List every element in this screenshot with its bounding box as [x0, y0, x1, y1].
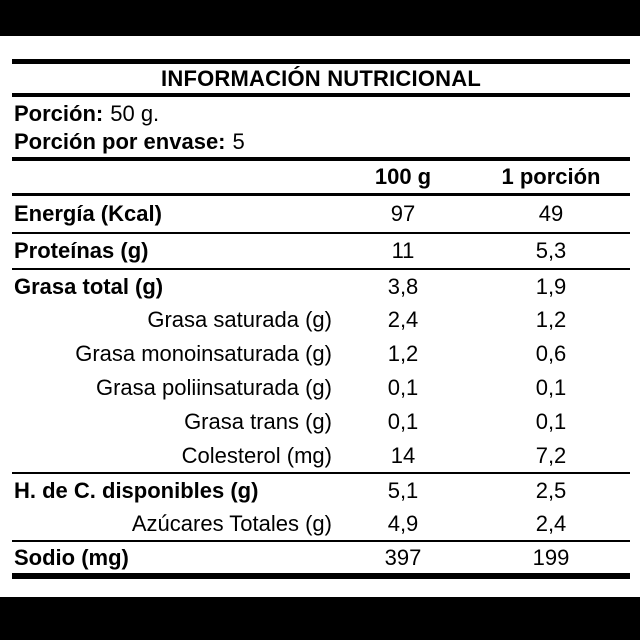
serving-divider-rule	[12, 157, 630, 161]
row-per100-value: 4,9	[387, 510, 419, 536]
letterbox-bottom-band	[0, 597, 640, 640]
letterbox-top-band	[0, 0, 640, 36]
row-portion-value: 1,2	[535, 307, 567, 332]
row-label: Colesterol (mg)	[181, 442, 332, 468]
bottom-border-rule	[12, 573, 630, 579]
row-label: Azúcares Totales (g)	[131, 510, 332, 536]
row-label: H. de C. disponibles (g)	[14, 477, 259, 503]
row-per100-value: 11	[391, 238, 415, 263]
row-per100-value: 0,1	[387, 375, 419, 400]
row-divider-rule	[12, 268, 630, 270]
table-row-carbohidratos: H. de C. disponibles (g) 5,1 2,5	[12, 474, 630, 507]
row-portion-value: 2,5	[535, 477, 567, 503]
row-portion-value: 1,9	[535, 273, 567, 299]
column-header-portion: 1 porción	[501, 164, 601, 189]
row-portion-value: 7,2	[535, 442, 567, 468]
table-row-proteinas: Proteínas (g) 11 5,3	[12, 234, 630, 268]
table-row-azucares-totales: Azúcares Totales (g) 4,9 2,4	[12, 507, 630, 540]
nutrition-facts-panel: INFORMACIÓN NUTRICIONAL Porción: 50 g. P…	[12, 36, 630, 579]
row-label: Grasa monoinsaturada (g)	[75, 341, 332, 366]
row-portion-value: 0,1	[535, 409, 567, 434]
row-label: Proteínas (g)	[14, 238, 149, 263]
row-label: Sodio (mg)	[14, 544, 129, 570]
table-row-grasa-trans: Grasa trans (g) 0,1 0,1	[12, 405, 630, 439]
row-per100-value: 1,2	[387, 341, 419, 366]
serving-size-value: 50 g.	[110, 101, 160, 126]
column-header-row: 100 g 1 porción	[12, 161, 630, 193]
row-per100-value: 0,1	[387, 409, 419, 434]
row-portion-value: 199	[532, 544, 570, 570]
row-portion-value: 0,1	[535, 375, 567, 400]
row-label: Grasa saturada (g)	[147, 307, 332, 332]
table-row-colesterol: Colesterol (mg) 14 7,2	[12, 439, 630, 472]
row-per100-value: 14	[390, 442, 416, 468]
table-row-energia: Energía (Kcal) 97 49	[12, 196, 630, 232]
row-portion-value: 0,6	[535, 341, 567, 366]
row-per100-value: 5,1	[387, 477, 419, 503]
row-per100-value: 2,4	[387, 307, 419, 332]
servings-per-container-value: 5	[232, 129, 245, 154]
row-portion-value: 49	[538, 201, 564, 226]
row-divider-rule	[12, 472, 630, 474]
column-header-per100: 100 g	[374, 164, 432, 189]
row-divider-rule	[12, 232, 630, 234]
serving-size-label: Porción:	[14, 101, 104, 126]
servings-per-container-label: Porción por envase:	[14, 129, 226, 154]
row-label: Grasa total (g)	[14, 273, 164, 299]
row-label: Grasa trans (g)	[184, 409, 332, 434]
row-per100-value: 97	[390, 201, 416, 226]
title-divider-rule	[12, 93, 630, 97]
row-label: Energía (Kcal)	[14, 201, 162, 226]
row-per100-value: 3,8	[387, 273, 419, 299]
servings-per-container-line: Porción por envase: 5	[14, 128, 630, 156]
header-divider-rule	[12, 193, 630, 196]
row-portion-value: 2,4	[535, 510, 567, 536]
table-row-sodio: Sodio (mg) 397 199	[12, 542, 630, 573]
table-row-grasa-total: Grasa total (g) 3,8 1,9	[12, 270, 630, 303]
serving-size-line: Porción: 50 g.	[14, 100, 630, 128]
row-portion-value: 5,3	[535, 238, 567, 263]
row-per100-value: 397	[384, 544, 422, 570]
row-divider-rule	[12, 540, 630, 542]
table-row-grasa-monoinsaturada: Grasa monoinsaturada (g) 1,2 0,6	[12, 337, 630, 371]
top-border-rule	[12, 59, 630, 64]
table-row-grasa-poliinsaturada: Grasa poliinsaturada (g) 0,1 0,1	[12, 371, 630, 405]
panel-title: INFORMACIÓN NUTRICIONAL	[161, 65, 481, 91]
serving-info-block: Porción: 50 g. Porción por envase: 5	[12, 97, 630, 157]
row-label: Grasa poliinsaturada (g)	[95, 375, 332, 400]
table-row-grasa-saturada: Grasa saturada (g) 2,4 1,2	[12, 303, 630, 337]
